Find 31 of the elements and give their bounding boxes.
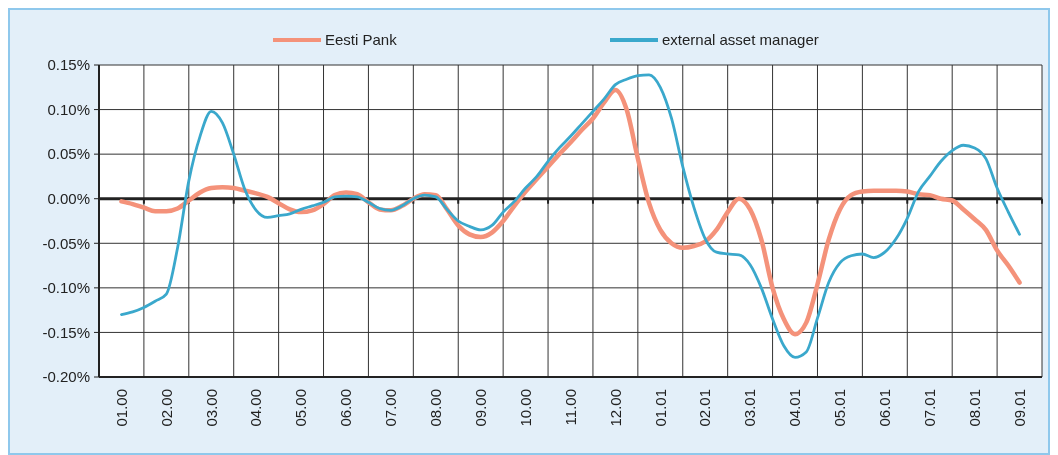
x-tick-label: 02.01: [696, 389, 714, 427]
x-tick-label: 10.00: [516, 389, 534, 427]
x-tick-label: 09.01: [1010, 389, 1028, 427]
legend-label: Eesti Pank: [325, 31, 398, 49]
x-tick-label: 08.00: [427, 389, 445, 427]
x-tick-label: 04.01: [786, 389, 804, 427]
x-tick-label: 04.00: [247, 389, 265, 427]
x-tick-label: 11.00: [561, 389, 579, 426]
x-tick-label: 09.00: [471, 389, 489, 427]
y-tick-label: 0.15%: [47, 56, 90, 74]
x-tick-label: 07.00: [382, 389, 400, 427]
x-tick-label: 06.00: [337, 389, 355, 427]
x-tick-label: 06.01: [876, 389, 894, 427]
x-tick-label: 05.01: [831, 389, 849, 427]
y-tick-label: -0.20%: [42, 368, 90, 386]
legend-label: external asset manager: [662, 31, 819, 49]
x-tick-label: 01.00: [112, 389, 130, 427]
x-tick-label: 07.01: [920, 389, 938, 427]
x-tick-label: 08.01: [965, 389, 983, 427]
y-tick-label: -0.05%: [42, 234, 90, 252]
x-tick-label: 01.01: [651, 389, 669, 427]
x-tick-label: 05.00: [292, 389, 310, 427]
x-tick-label: 12.00: [606, 389, 624, 427]
x-tick-label: 03.00: [202, 389, 220, 427]
y-tick-label: 0.00%: [47, 189, 90, 207]
y-tick-label: -0.10%: [42, 279, 90, 297]
y-tick-label: -0.15%: [42, 323, 90, 341]
y-tick-label: 0.10%: [47, 100, 90, 118]
x-tick-label: 02.00: [157, 389, 175, 427]
x-tick-label: 03.01: [741, 389, 759, 427]
y-tick-label: 0.05%: [47, 145, 90, 163]
